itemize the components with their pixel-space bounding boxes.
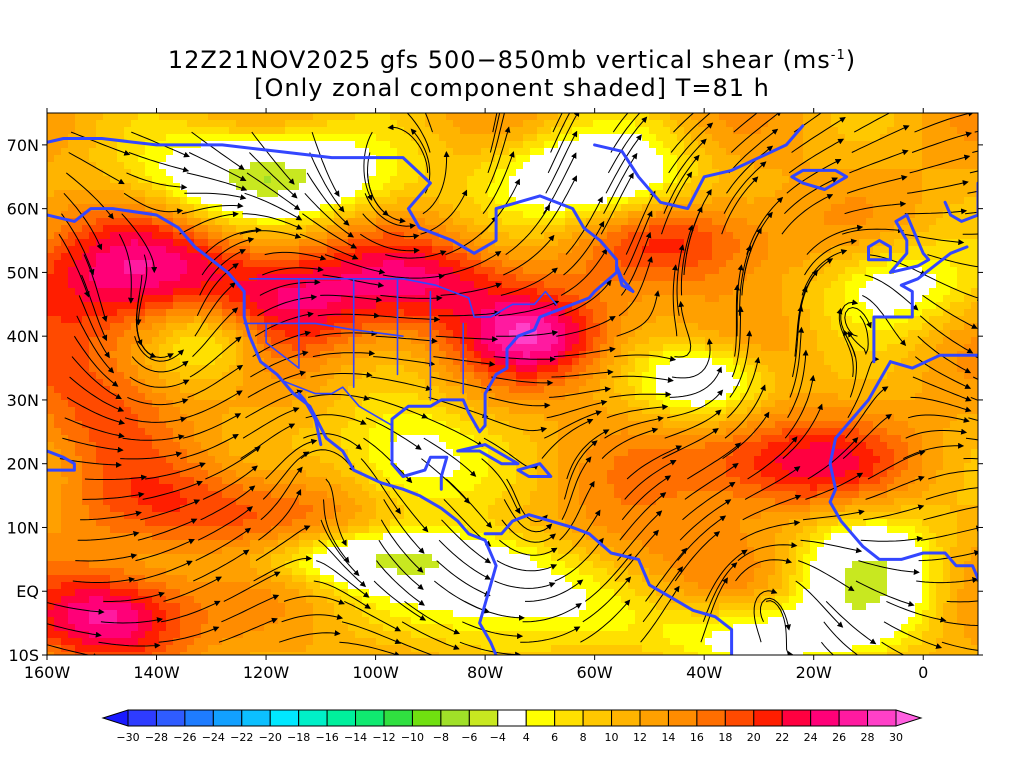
lat-tick-label: 20N bbox=[7, 455, 39, 474]
lat-tick-label: 10S bbox=[8, 646, 39, 665]
units-exponent: -1 bbox=[830, 48, 846, 63]
colorbar-swatch bbox=[440, 709, 470, 727]
colorbar-tick-label: 30 bbox=[889, 731, 903, 744]
colorbar-tick-label: 16 bbox=[690, 731, 704, 744]
title-line-1-close: ) bbox=[845, 46, 857, 74]
colorbar-tick-label: −12 bbox=[372, 731, 395, 744]
colorbar-tick-label: −24 bbox=[202, 731, 225, 744]
axis-ticks: 160W 140W 120W 100W 80W 60W 40W 20W 0 10S EQ 10N 20N… bbox=[7, 108, 983, 682]
colorbar-swatch bbox=[525, 709, 556, 727]
colorbar-arrow-right bbox=[895, 709, 923, 727]
colorbar-swatch bbox=[241, 709, 271, 727]
lat-tick-label: 30N bbox=[7, 391, 39, 410]
lon-tick-label: 140W bbox=[133, 663, 180, 682]
colorbar-swatch bbox=[753, 709, 783, 727]
colorbar-swatch bbox=[468, 709, 499, 727]
title-line-1: 12Z21NOV2025 gfs 500−850mb vertical shea… bbox=[0, 46, 1024, 74]
colorbar-swatch bbox=[497, 709, 527, 727]
colorbar-swatch bbox=[781, 709, 812, 727]
colorbar-tick-label: −26 bbox=[173, 731, 196, 744]
lat-tick-label: 50N bbox=[7, 263, 39, 282]
lon-tick-label: 60W bbox=[577, 663, 613, 682]
colorbar-tick-label: 4 bbox=[523, 731, 530, 744]
lon-tick-label: 120W bbox=[243, 663, 290, 682]
shear-shading bbox=[47, 113, 978, 655]
colorbar-tick-label: 22 bbox=[775, 731, 789, 744]
colorbar-swatch bbox=[724, 709, 755, 727]
colorbar-swatch bbox=[269, 709, 300, 727]
colorbar-swatch bbox=[383, 709, 413, 727]
colorbar-tick-label: 18 bbox=[718, 731, 732, 744]
lat-tick-label: EQ bbox=[16, 582, 39, 601]
colorbar-swatch bbox=[411, 709, 442, 727]
colorbar-swatch bbox=[184, 709, 214, 727]
colorbar-tick-label: 28 bbox=[861, 731, 875, 744]
streamlines bbox=[47, 113, 978, 655]
lon-tick-label: 40W bbox=[686, 663, 722, 682]
colorbar-tick-label: −8 bbox=[433, 731, 449, 744]
colorbar-swatch bbox=[611, 709, 641, 727]
colorbar-swatch bbox=[867, 709, 897, 727]
colorbar-swatch bbox=[554, 709, 584, 727]
colorbar-tick-label: 14 bbox=[661, 731, 675, 744]
colorbar-tick-label: −30 bbox=[116, 731, 139, 744]
lon-tick-label: 160W bbox=[24, 663, 71, 682]
colorbar-swatch bbox=[355, 709, 385, 727]
colorbar-tick-label: 20 bbox=[747, 731, 761, 744]
colorbar-arrow-left bbox=[101, 709, 129, 727]
colorbar-tick-label: −10 bbox=[401, 731, 424, 744]
colorbar-tick-label: 10 bbox=[605, 731, 619, 744]
colorbar-tick-label: −20 bbox=[259, 731, 282, 744]
colorbar-swatch bbox=[639, 709, 669, 727]
colorbar-swatch bbox=[298, 709, 328, 727]
colorbar-tick-label: −4 bbox=[490, 731, 506, 744]
colorbar-tick-label: −28 bbox=[145, 731, 168, 744]
colorbar-swatch bbox=[212, 709, 243, 727]
colorbar-tick-label: −14 bbox=[344, 731, 367, 744]
lat-tick-label: 40N bbox=[7, 327, 39, 346]
lat-tick-label: 60N bbox=[7, 200, 39, 219]
lon-tick-label: 0 bbox=[918, 663, 928, 682]
map-frame bbox=[46, 112, 979, 656]
lat-tick-label: 70N bbox=[7, 136, 39, 155]
colorbar-swatch bbox=[326, 709, 357, 727]
lat-tick-label: 10N bbox=[7, 518, 39, 537]
colorbar: −30 −28 −26 −24 −22 −20 −18 −16 −14 −12 −10 −8 −6 −4 4… bbox=[101, 709, 923, 744]
colorbar-swatch bbox=[838, 709, 869, 727]
coastlines bbox=[47, 124, 978, 655]
colorbar-swatch bbox=[667, 709, 698, 727]
colorbar-tick-label: −22 bbox=[230, 731, 253, 744]
colorbar-swatch bbox=[127, 709, 157, 727]
colorbar-swatch bbox=[155, 709, 186, 727]
lon-tick-label: 20W bbox=[796, 663, 832, 682]
colorbar-tick-label: 12 bbox=[633, 731, 647, 744]
colorbar-tick-label: −18 bbox=[287, 731, 310, 744]
colorbar-tick-label: 8 bbox=[580, 731, 587, 744]
lon-tick-label: 100W bbox=[352, 663, 399, 682]
colorbar-tick-label: 24 bbox=[804, 731, 818, 744]
plot-title: 12Z21NOV2025 gfs 500−850mb vertical shea… bbox=[0, 46, 1024, 102]
colorbar-tick-label: 6 bbox=[551, 731, 558, 744]
colorbar-swatch bbox=[696, 709, 726, 727]
colorbar-tick-label: −16 bbox=[316, 731, 339, 744]
lon-tick-label: 80W bbox=[467, 663, 503, 682]
colorbar-swatch bbox=[582, 709, 613, 727]
title-line-2: [Only zonal component shaded] T=81 h bbox=[254, 74, 770, 102]
colorbar-tick-label: −6 bbox=[461, 731, 477, 744]
colorbar-swatch bbox=[810, 709, 840, 727]
colorbar-tick-label: 26 bbox=[832, 731, 846, 744]
title-line-1-text: 12Z21NOV2025 gfs 500−850mb vertical shea… bbox=[167, 46, 831, 74]
